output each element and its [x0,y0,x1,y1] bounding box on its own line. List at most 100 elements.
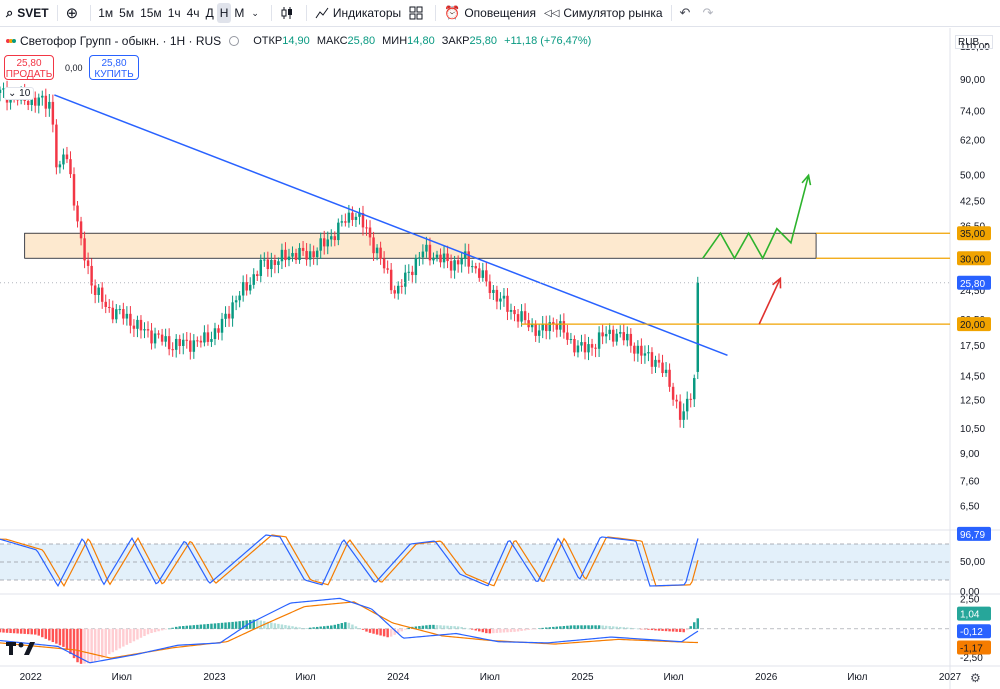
candle [319,232,322,259]
candle [555,319,559,338]
timeframe-5[interactable]: Д [205,6,214,20]
layouts-button[interactable] [405,0,431,26]
price-axis[interactable]: 110,0090,0074,0062,0050,0042,5036,5030,0… [957,42,991,664]
candle [432,252,435,265]
macd-histogram-bar [164,628,167,630]
candle [629,328,633,353]
candle [407,264,411,281]
macd-histogram-bar [425,625,428,629]
candle [213,322,217,346]
replay-button[interactable]: ◁◁ Симулятор рынка [540,0,667,26]
tradingview-logo[interactable] [6,640,36,661]
time-axis[interactable]: 2022 Июл 2023 Июл 2024 Июл 2025 Июл 2026 Июл 2027 [20,672,962,683]
candle [365,219,368,236]
candle [456,255,460,273]
macd-histogram-bar [654,628,657,631]
macd-histogram-bar [34,628,37,635]
currency-selector[interactable]: RUB ⌄ [955,35,993,49]
macd-histogram-bar [382,628,386,637]
divider [435,5,437,21]
candle [344,213,347,227]
high-value: 25,80 [347,35,376,47]
redo-button[interactable]: ↷ [698,0,721,26]
undo-button[interactable]: ↶ [676,0,699,26]
macd-histogram-bar [108,628,111,655]
candle [58,160,62,174]
candle [164,328,167,347]
macd-histogram-bar [337,623,340,629]
sell-label: ПРОДАТЬ [5,69,53,80]
candle [386,260,389,274]
settings-gear-icon[interactable]: ⚙ [970,671,981,685]
timeframe-4[interactable]: 4ч [186,6,200,20]
compare-button[interactable]: ⊕ [62,0,87,26]
macd-histogram-bar [315,626,319,629]
time-tick: 2025 [571,672,594,683]
macd-histogram-bar [668,628,671,632]
svg-text:96,79: 96,79 [960,530,985,541]
timeframe-dropdown[interactable]: ⌄ [247,0,267,26]
macd-histogram-bar [449,625,453,629]
candle [132,319,136,337]
macd-histogram-bar [37,628,40,636]
indicators-collapse-button[interactable]: ⌄ 10 [4,87,35,100]
macd-histogram-bar [650,628,654,631]
alerts-button[interactable]: ⏰ Оповещения [440,0,540,26]
macd-histogram-bar [252,619,255,629]
macd-histogram-bar [157,628,160,632]
candle [689,393,692,408]
candle [523,303,527,325]
macd-histogram-bar [100,628,104,658]
trendline[interactable] [54,94,728,357]
projection-arrow-green[interactable] [702,175,810,260]
candle [220,312,224,341]
candle [368,220,372,246]
chevron-down-icon: ⌄ [983,37,990,47]
chart-type-button[interactable] [276,0,302,26]
buy-button[interactable]: 25,80 КУПИТЬ [89,55,139,80]
indicators-button[interactable]: Индикаторы [311,0,405,26]
macd-histogram-bar [474,628,477,631]
candle [590,338,594,356]
time-tick: Июл [847,672,867,683]
symbol-search[interactable]: ⌕ SVET [0,0,53,26]
timeframe-7[interactable]: М [234,6,245,20]
candle [122,302,125,325]
macd-histogram-bar [456,626,460,629]
plus-circle-icon: ⊕ [65,5,79,22]
candle [439,248,442,268]
macd-histogram-bar [478,628,481,632]
timeframe-1[interactable]: 5м [119,6,135,20]
candle [153,327,157,349]
candle [647,345,650,362]
sell-button[interactable]: 25,80 ПРОДАТЬ [4,55,54,80]
macd-histogram-bar [685,628,689,631]
macd-histogram-bar [51,628,55,643]
chart-legend: Светофор Групп - обыкн. · 1Н · RUS ОТКР1… [6,34,591,48]
stoch-d-line [0,534,699,587]
timeframe-0[interactable]: 1м [98,6,114,20]
resistance-zone-rect[interactable] [24,232,817,259]
candle [460,251,463,273]
candle [270,252,273,278]
macd-histogram-bar [495,628,499,633]
candle [389,262,393,295]
symbol-title[interactable]: Светофор Групп - обыкн. · 1Н · RUS [20,34,222,48]
macd-histogram-bar [294,626,298,629]
timeframe-2[interactable]: 15м [140,6,162,20]
timeframe-3[interactable]: 1ч [167,6,181,20]
candle [650,347,654,374]
grid-icon [409,6,423,20]
projection-arrow-red[interactable] [758,278,782,325]
search-icon: ⌕ [6,5,14,20]
candle [231,295,234,327]
candle [428,237,432,266]
macd-histogram-bar [72,628,76,659]
candle [446,245,449,269]
candle [583,334,587,360]
timeframe-6[interactable]: Н [216,3,232,23]
macd-line-label: -0,12 [957,624,991,639]
price-tick: 90,00 [960,75,985,86]
top-toolbar: ⌕ SVET ⊕ 1м 5м 15м 1ч 4ч Д Н М ⌄ Индикаторы ⏰ О… [0,0,1000,27]
